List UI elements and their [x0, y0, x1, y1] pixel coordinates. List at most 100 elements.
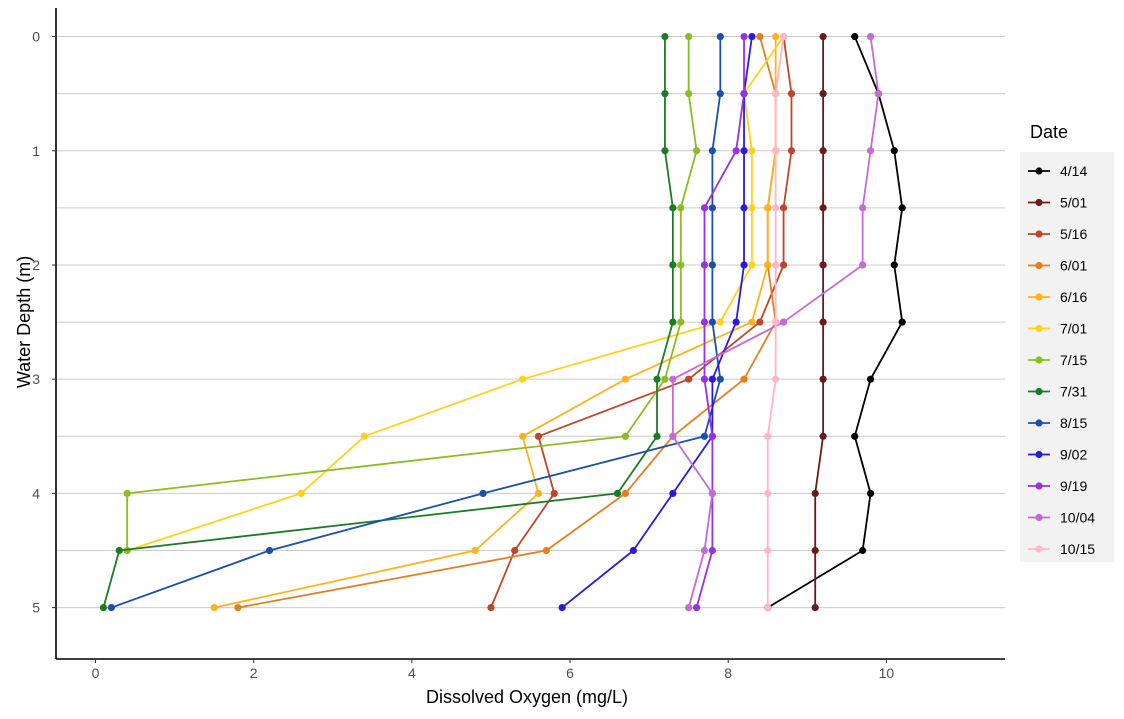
y-tick-label: 0 [32, 29, 40, 45]
data-point [787, 147, 796, 155]
data-point [661, 32, 669, 41]
data-point [653, 375, 661, 383]
data-point [677, 204, 685, 212]
data-point [661, 375, 669, 383]
data-point [115, 546, 123, 555]
data-point [748, 261, 756, 269]
legend-item: 6/16 [1028, 289, 1087, 305]
data-point [772, 32, 780, 41]
legend-item: 7/01 [1028, 321, 1087, 337]
legend-label: 7/01 [1060, 321, 1087, 337]
legend-label: 7/31 [1060, 384, 1087, 400]
x-tick-label: 2 [250, 665, 258, 681]
y-tick-label: 3 [32, 371, 40, 387]
data-point [732, 147, 740, 155]
data-point [471, 546, 479, 555]
legend-key-point [1035, 167, 1043, 175]
data-point [748, 318, 756, 326]
data-point [819, 204, 827, 212]
data-point [692, 147, 701, 155]
data-point [708, 546, 716, 555]
data-point [874, 90, 883, 98]
data-point [772, 204, 780, 212]
series-9-19 [692, 32, 748, 612]
data-point [550, 489, 558, 497]
data-point [685, 32, 693, 41]
data-point [866, 489, 875, 497]
legend-label: 8/15 [1060, 415, 1087, 431]
data-point [265, 546, 274, 555]
data-point [677, 318, 685, 326]
data-point [629, 546, 637, 555]
data-point [669, 204, 677, 212]
legend-item: 10/04 [1028, 510, 1095, 526]
data-point [700, 546, 709, 555]
data-point [866, 375, 875, 383]
data-point [819, 90, 827, 98]
x-tick-label: 6 [566, 665, 574, 681]
legend-key-point [1035, 419, 1043, 427]
legend-key-point [1035, 387, 1043, 396]
legend-box [1020, 152, 1114, 562]
data-point [764, 546, 772, 555]
data-point [716, 375, 724, 383]
legend-item: 6/01 [1028, 258, 1087, 274]
data-point [764, 204, 772, 212]
data-point [708, 375, 716, 383]
data-point [772, 375, 780, 383]
data-point [819, 432, 827, 440]
legend-key-point [1035, 324, 1043, 333]
data-point [685, 90, 693, 98]
data-point [819, 375, 827, 383]
data-point [787, 90, 796, 98]
legend-title: Date [1030, 122, 1068, 142]
legend-item: 10/15 [1028, 541, 1095, 557]
data-point [748, 147, 756, 155]
legend-key-point [1035, 261, 1043, 270]
legend-key-point [1035, 513, 1043, 522]
x-tick-label: 8 [724, 665, 732, 681]
data-point [708, 147, 716, 155]
data-point [669, 261, 677, 269]
y-tick-label: 4 [32, 485, 40, 501]
grid-lines [56, 36, 1005, 609]
data-point [700, 261, 709, 269]
data-point [542, 546, 550, 555]
data-point [898, 318, 906, 326]
data-point [708, 318, 716, 326]
series-10-15 [764, 32, 788, 612]
data-point [297, 489, 305, 497]
data-point [669, 318, 677, 326]
axes [55, 8, 1005, 660]
data-point [621, 489, 630, 497]
data-point [661, 147, 669, 155]
legend-label: 9/02 [1060, 447, 1087, 463]
data-point [669, 375, 677, 383]
legend-item: 8/15 [1028, 415, 1087, 431]
legend-label: 5/16 [1060, 226, 1087, 242]
legend-item: 7/15 [1028, 352, 1087, 368]
data-point [779, 32, 788, 41]
series-9-02 [558, 32, 756, 612]
data-point [859, 546, 867, 555]
x-tick-label: 4 [408, 665, 416, 681]
data-point [890, 261, 898, 269]
series-7-15 [123, 32, 701, 555]
data-point [748, 32, 756, 41]
legend-item: 5/01 [1028, 195, 1087, 211]
data-point [859, 204, 867, 212]
legend-key-point [1035, 356, 1043, 364]
data-point [819, 32, 827, 41]
data-point [716, 90, 724, 98]
data-point [740, 375, 748, 383]
series-group [99, 32, 906, 612]
data-point [811, 546, 819, 555]
data-point [123, 489, 131, 497]
data-point [764, 261, 772, 269]
data-point [740, 261, 748, 269]
y-tick-label: 1 [32, 143, 40, 159]
data-point [779, 318, 788, 326]
data-point [708, 261, 716, 269]
data-point [700, 204, 709, 212]
data-point [518, 375, 527, 383]
